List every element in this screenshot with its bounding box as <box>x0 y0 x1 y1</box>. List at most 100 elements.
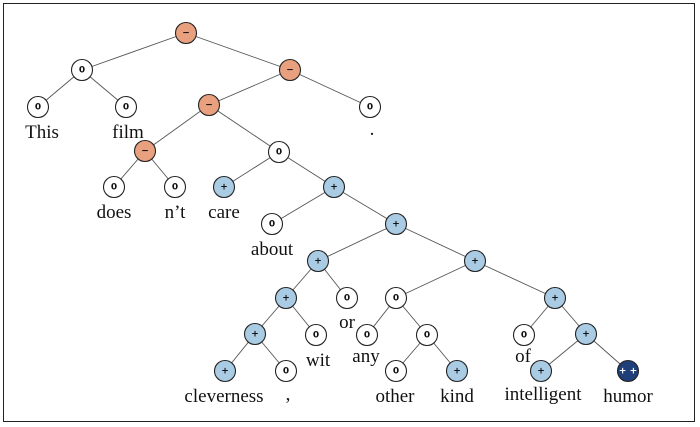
node-circle-neutral <box>267 140 291 164</box>
node-sentiment-label: 0 <box>521 331 527 341</box>
node-circle-neutral <box>358 95 382 119</box>
tree-node: 0 <box>260 212 284 236</box>
node-circle-neutral <box>274 359 298 383</box>
node-sentiment-label: + <box>551 294 559 304</box>
node-sentiment-label: + <box>453 367 461 377</box>
diagram-frame <box>3 3 695 422</box>
tree-edge <box>208 104 280 153</box>
node-circle-positive <box>322 175 346 199</box>
node-circle-neutral <box>70 58 94 82</box>
tree-edge <box>208 69 291 106</box>
tree-node: + <box>463 249 487 273</box>
node-circle-neutral <box>114 95 138 119</box>
node-sentiment-label: + <box>251 330 259 340</box>
tree-node: 0 <box>335 286 359 310</box>
token-word: , <box>286 384 291 405</box>
tree-node: 0 <box>102 175 126 199</box>
node-sentiment-label: + <box>537 367 545 377</box>
node-circle-neutral <box>512 323 536 347</box>
tree-edge <box>289 69 371 108</box>
node-sentiment-label: 0 <box>283 367 289 377</box>
token-word: about <box>251 239 294 260</box>
token-word: other <box>375 386 415 407</box>
tree-node: 0 <box>415 323 439 347</box>
node-circle-negative <box>197 93 221 117</box>
node-sentiment-label: + <box>582 330 590 340</box>
node-sentiment-label: 0 <box>393 367 399 377</box>
tree-edge <box>395 223 476 262</box>
token-word: n’t <box>165 202 186 223</box>
tree-node: + <box>213 359 237 383</box>
tree-node: + <box>274 286 298 310</box>
node-circle-negative <box>174 21 198 45</box>
tree-node: 0 <box>512 323 536 347</box>
node-circle-positive <box>306 249 330 273</box>
tree-node: − <box>278 58 302 82</box>
tree-node: + <box>445 359 469 383</box>
node-circle-neutral <box>384 359 408 383</box>
token-word: . <box>370 119 375 140</box>
tree-node: 0 <box>163 175 187 199</box>
tree-node: + <box>543 286 567 310</box>
node-circle-neutral <box>163 175 187 199</box>
tree-node: − <box>197 93 221 117</box>
node-circle-very_positive <box>616 359 640 383</box>
node-sentiment-label: 0 <box>111 183 117 193</box>
tree-node: 0 <box>26 95 50 119</box>
node-circle-neutral <box>26 95 50 119</box>
tree-node: + + <box>616 359 640 383</box>
node-sentiment-label: 0 <box>393 294 399 304</box>
node-circle-positive <box>463 249 487 273</box>
node-circle-neutral <box>260 212 284 236</box>
token-word: This <box>25 122 59 143</box>
node-sentiment-label: 0 <box>313 331 319 341</box>
node-circle-positive <box>274 286 298 310</box>
node-sentiment-label: + <box>330 183 338 193</box>
node-circle-positive <box>529 359 553 383</box>
node-circle-positive <box>213 359 237 383</box>
token-word: cleverness <box>184 386 263 407</box>
tree-edge <box>317 223 397 262</box>
tree-node: − <box>174 21 198 45</box>
node-sentiment-label: − <box>205 101 213 111</box>
tree-edge <box>395 260 476 299</box>
tree-node: 0 <box>355 323 379 347</box>
node-circle-neutral <box>335 286 359 310</box>
token-word: or <box>339 312 356 333</box>
node-circle-negative <box>278 58 302 82</box>
tree-edge <box>144 104 210 152</box>
tree-edge <box>185 32 291 71</box>
node-sentiment-label: + <box>282 294 290 304</box>
tree-node: + <box>322 175 346 199</box>
node-circle-neutral <box>304 323 328 347</box>
node-sentiment-label: + <box>471 257 479 267</box>
node-circle-negative <box>133 139 157 163</box>
node-sentiment-label: 0 <box>367 103 373 113</box>
tree-node: + <box>384 212 408 236</box>
token-word: kind <box>440 386 474 407</box>
tree-node: + <box>574 322 598 346</box>
node-sentiment-label: − <box>141 147 149 157</box>
tree-edge <box>271 186 335 225</box>
node-circle-neutral <box>384 286 408 310</box>
tree-node: 0 <box>358 95 382 119</box>
node-circle-positive <box>384 212 408 236</box>
node-sentiment-label: 0 <box>35 103 41 113</box>
node-circle-positive <box>445 359 469 383</box>
tree-node: + <box>529 359 553 383</box>
node-sentiment-label: 0 <box>269 220 275 230</box>
tree-node: + <box>306 249 330 273</box>
node-sentiment-label: 0 <box>344 294 350 304</box>
tree-node: 0 <box>384 286 408 310</box>
tree-node: − <box>133 139 157 163</box>
token-word: does <box>97 202 132 223</box>
node-sentiment-label: − <box>286 66 294 76</box>
tree-node: + <box>243 322 267 346</box>
tree-edge <box>81 32 187 71</box>
token-word: care <box>208 202 240 223</box>
tree-node: 0 <box>114 95 138 119</box>
node-sentiment-label: + <box>220 183 228 193</box>
node-circle-neutral <box>415 323 439 347</box>
node-sentiment-label: 0 <box>172 183 178 193</box>
